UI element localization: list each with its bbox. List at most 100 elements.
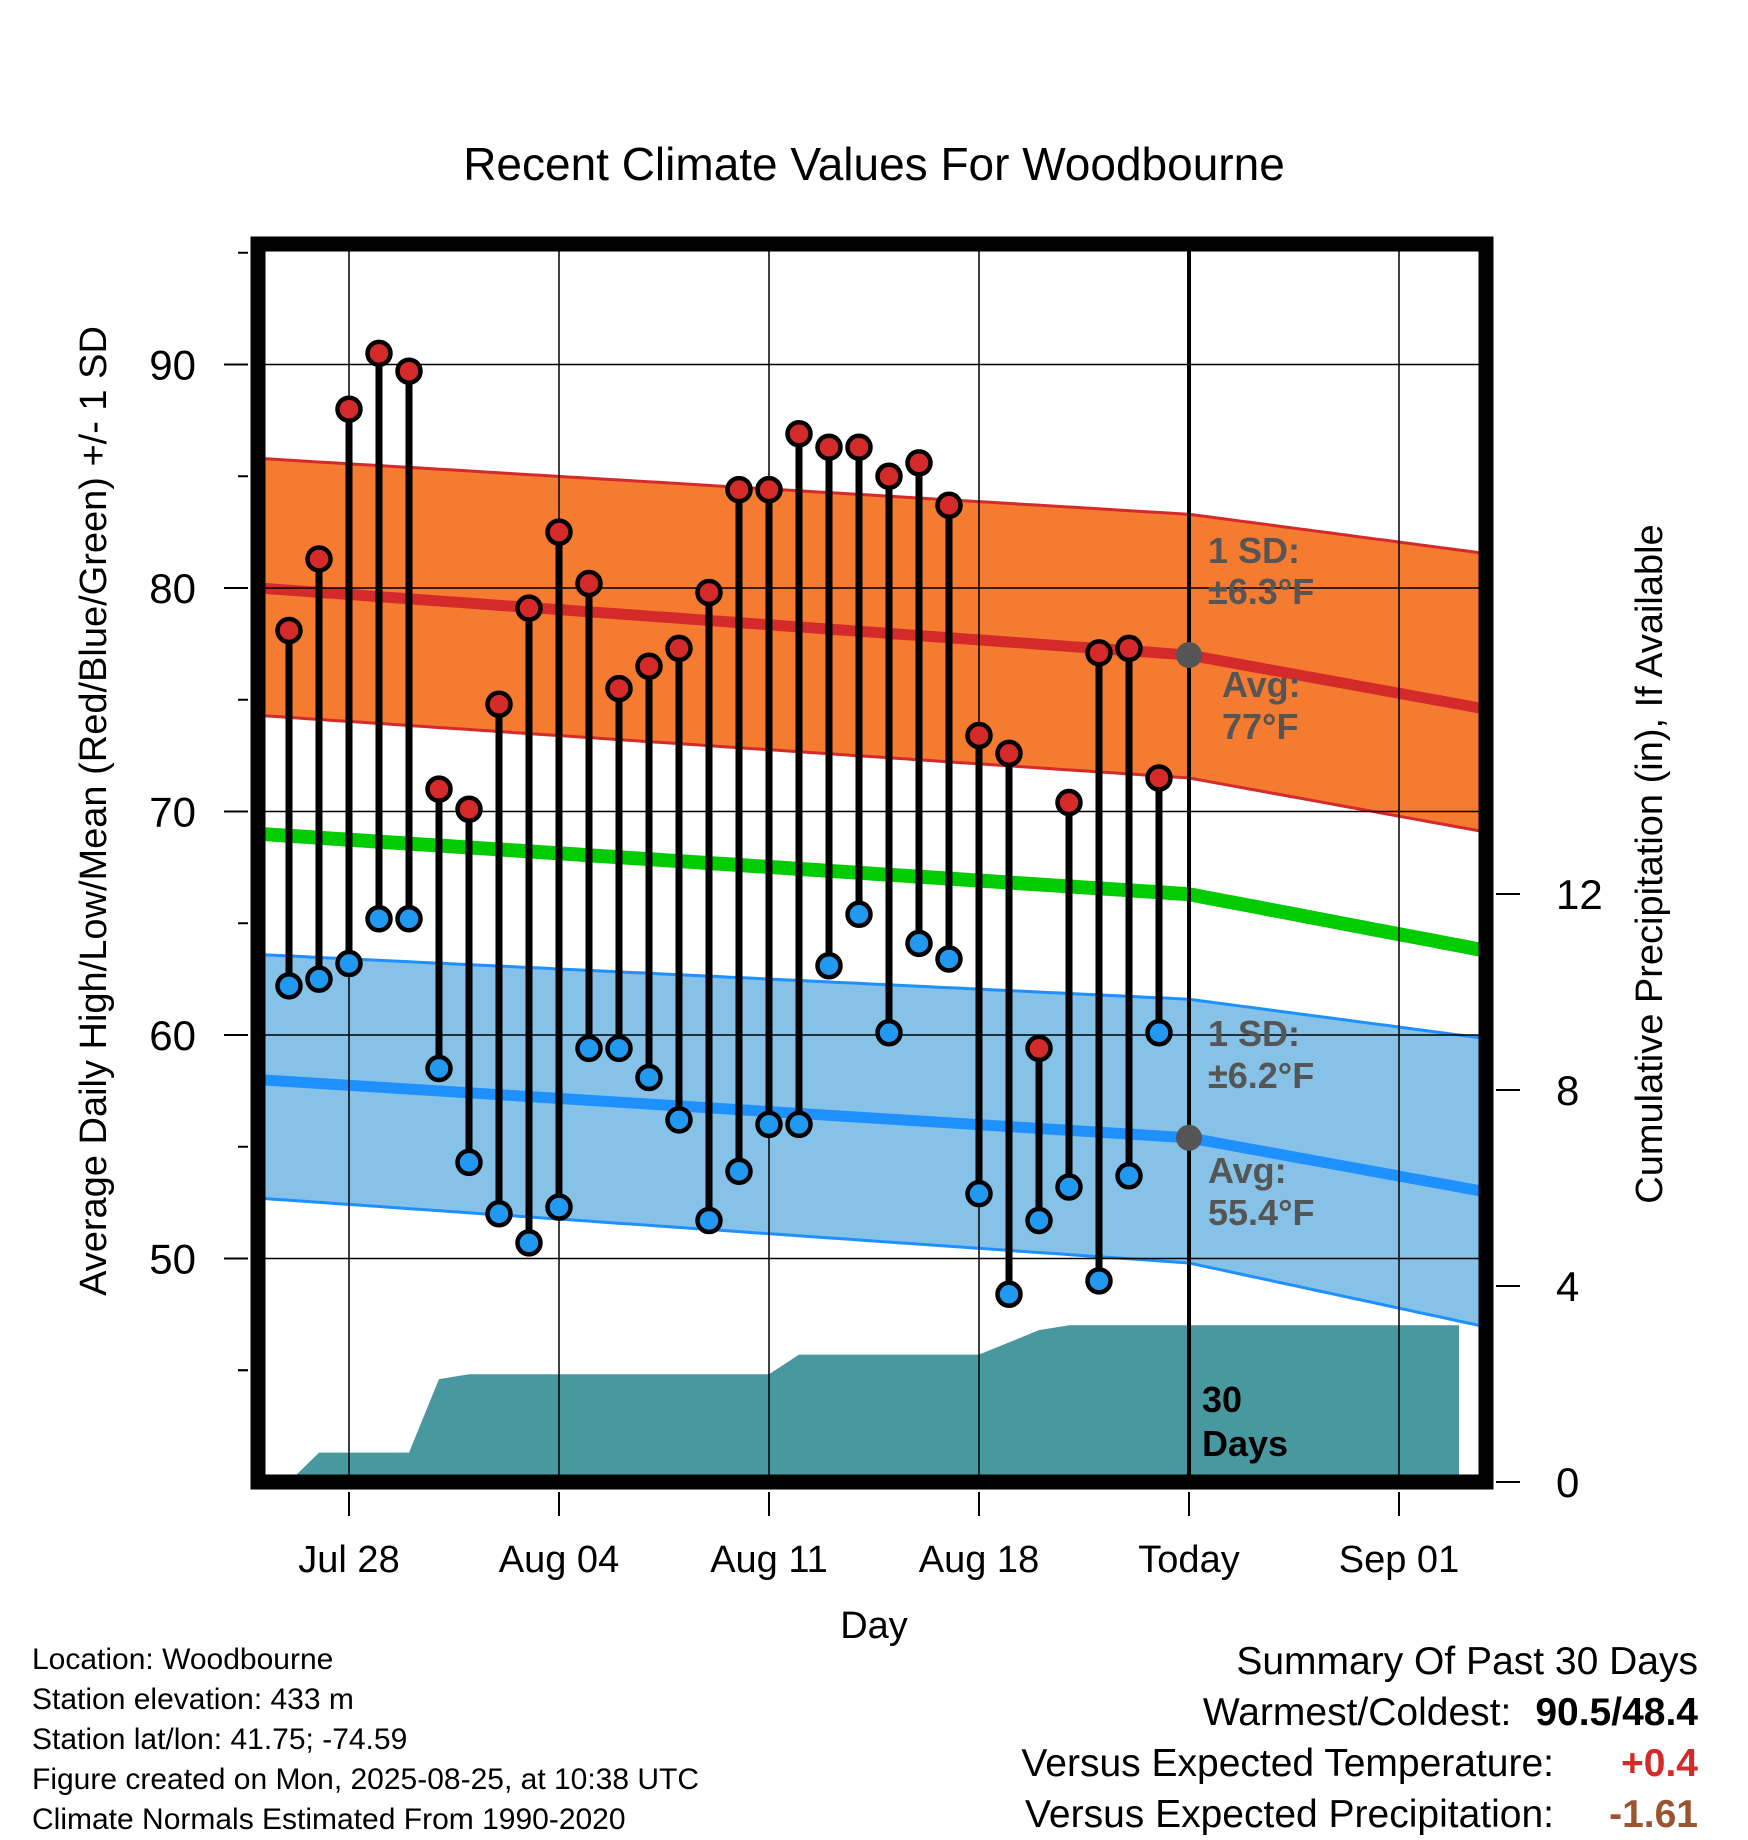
elevation-line: Station elevation: 433 m <box>32 1683 354 1716</box>
daily-high-point <box>1085 639 1113 667</box>
low-sd-upper-edge <box>258 953 1486 1041</box>
right-tick-label: 4 <box>1556 1263 1579 1310</box>
left-tick-label: 80 <box>149 565 196 612</box>
daily-low-point <box>455 1148 483 1177</box>
left-tick-label: 90 <box>149 342 196 389</box>
precip-row: Versus Expected Precipitation: -1.61 <box>1021 1789 1698 1840</box>
daily-high-point <box>905 449 933 477</box>
daily-high-point <box>305 545 333 573</box>
low-sd-band <box>258 954 1486 1327</box>
daily-high-point <box>335 395 363 423</box>
warmest-label: Warmest/Coldest: <box>1202 1691 1512 1734</box>
daily-low-point <box>1025 1206 1053 1235</box>
x-axis-label: Day <box>840 1605 908 1647</box>
daily-low-point <box>275 972 303 1000</box>
summary-title: Summary Of Past 30 Days <box>1236 1640 1698 1683</box>
daily-low-point <box>665 1106 693 1134</box>
daily-low-point <box>995 1280 1023 1309</box>
high-sd-band <box>258 458 1486 833</box>
daily-low-point <box>1145 1019 1173 1047</box>
temp-value: +0.4 <box>1621 1742 1698 1785</box>
left-axis-label: Average Daily High/Low/Mean (Red/Blue/Gr… <box>73 326 115 1296</box>
daily-high-point <box>755 475 783 504</box>
today-low-marker <box>1176 1124 1202 1151</box>
daily-high-point <box>965 721 993 750</box>
high-avg-label: Avg: <box>1222 664 1301 705</box>
daily-high-point <box>455 795 483 824</box>
right-axis-label: Cumulative Precipitation (in), If Availa… <box>1629 524 1671 1203</box>
daily-high-point <box>695 578 723 607</box>
days-word-label: Days <box>1202 1423 1288 1464</box>
precip-label: Versus Expected Precipitation: <box>1025 1793 1554 1836</box>
daily-high-point <box>995 739 1023 768</box>
left-tick-label: 50 <box>149 1236 196 1283</box>
summary-panel: Summary Of Past 30 Days Warmest/Coldest:… <box>1021 1636 1698 1840</box>
daily-low-point <box>395 905 423 933</box>
temp-row: Versus Expected Temperature: +0.4 <box>1021 1738 1698 1789</box>
daily-low-point <box>1055 1173 1083 1201</box>
left-tick-label: 60 <box>149 1012 196 1059</box>
normal-high-line <box>258 582 1486 715</box>
normal-low-line <box>258 1074 1486 1198</box>
x-tick-label: Sep 01 <box>1339 1539 1459 1581</box>
daily-low-point <box>905 929 933 958</box>
daily-low-point <box>845 900 873 929</box>
warmest-value: 90.5/48.4 <box>1535 1691 1698 1734</box>
daily-low-point <box>755 1110 783 1139</box>
precip-value: -1.61 <box>1609 1793 1698 1836</box>
days-count-label: 30 <box>1202 1379 1242 1420</box>
daily-low-point <box>1085 1267 1113 1295</box>
daily-high-point <box>485 690 513 718</box>
high-sd-value: ±6.3°F <box>1208 571 1314 612</box>
daily-high-point <box>635 652 663 680</box>
x-tick-label: Aug 04 <box>499 1539 619 1581</box>
low-sd-value: ±6.2°F <box>1208 1055 1314 1096</box>
high-avg-value: 77°F <box>1222 706 1298 747</box>
daily-high-point <box>875 462 903 490</box>
daily-high-point <box>395 357 423 385</box>
created-line: Figure created on Mon, 2025-08-25, at 10… <box>32 1763 700 1796</box>
right-tick-label: 8 <box>1556 1067 1579 1114</box>
daily-low-point <box>965 1179 993 1208</box>
daily-low-point <box>875 1019 903 1047</box>
daily-low-point <box>335 949 363 978</box>
daily-low-point <box>485 1200 513 1228</box>
latlon-line: Station lat/lon: 41.75; -74.59 <box>32 1723 408 1756</box>
daily-low-point <box>365 905 393 933</box>
daily-low-point <box>605 1034 633 1063</box>
high-sd-lower-edge <box>258 713 1486 834</box>
high-sd-upper-edge <box>258 456 1486 556</box>
daily-high-point <box>545 518 573 546</box>
normals-line: Climate Normals Estimated From 1990-2020 <box>32 1803 626 1836</box>
daily-low-point <box>635 1063 663 1092</box>
daily-high-point <box>1055 788 1083 817</box>
x-tick-label: Aug 18 <box>919 1539 1039 1581</box>
location-line: Location: Woodbourne <box>32 1643 334 1676</box>
daily-high-point <box>785 420 813 448</box>
daily-high-point <box>1115 634 1143 663</box>
daily-high-point <box>515 594 543 622</box>
daily-high-point <box>725 475 753 504</box>
daily-low-point <box>305 965 333 993</box>
daily-low-point <box>815 951 843 980</box>
daily-low-point <box>695 1206 723 1235</box>
daily-high-point <box>935 491 963 520</box>
plot-frame <box>250 236 1494 1490</box>
normal-mean-line <box>258 826 1486 958</box>
chart-title: Recent Climate Values For Woodbourne <box>463 138 1285 190</box>
low-sd-label: 1 SD: <box>1208 1013 1300 1054</box>
low-sd-lower-edge <box>258 1196 1486 1329</box>
daily-low-point <box>425 1054 453 1083</box>
daily-low-point <box>515 1229 543 1257</box>
daily-high-point <box>845 433 873 461</box>
right-tick-label: 12 <box>1556 871 1603 918</box>
daily-low-point <box>1115 1162 1143 1190</box>
daily-low-point <box>545 1193 573 1221</box>
temp-label: Versus Expected Temperature: <box>1021 1742 1554 1785</box>
low-avg-label: Avg: <box>1208 1150 1287 1191</box>
high-sd-label: 1 SD: <box>1208 530 1300 571</box>
daily-stems <box>275 339 1173 1309</box>
daily-high-point <box>815 433 843 461</box>
